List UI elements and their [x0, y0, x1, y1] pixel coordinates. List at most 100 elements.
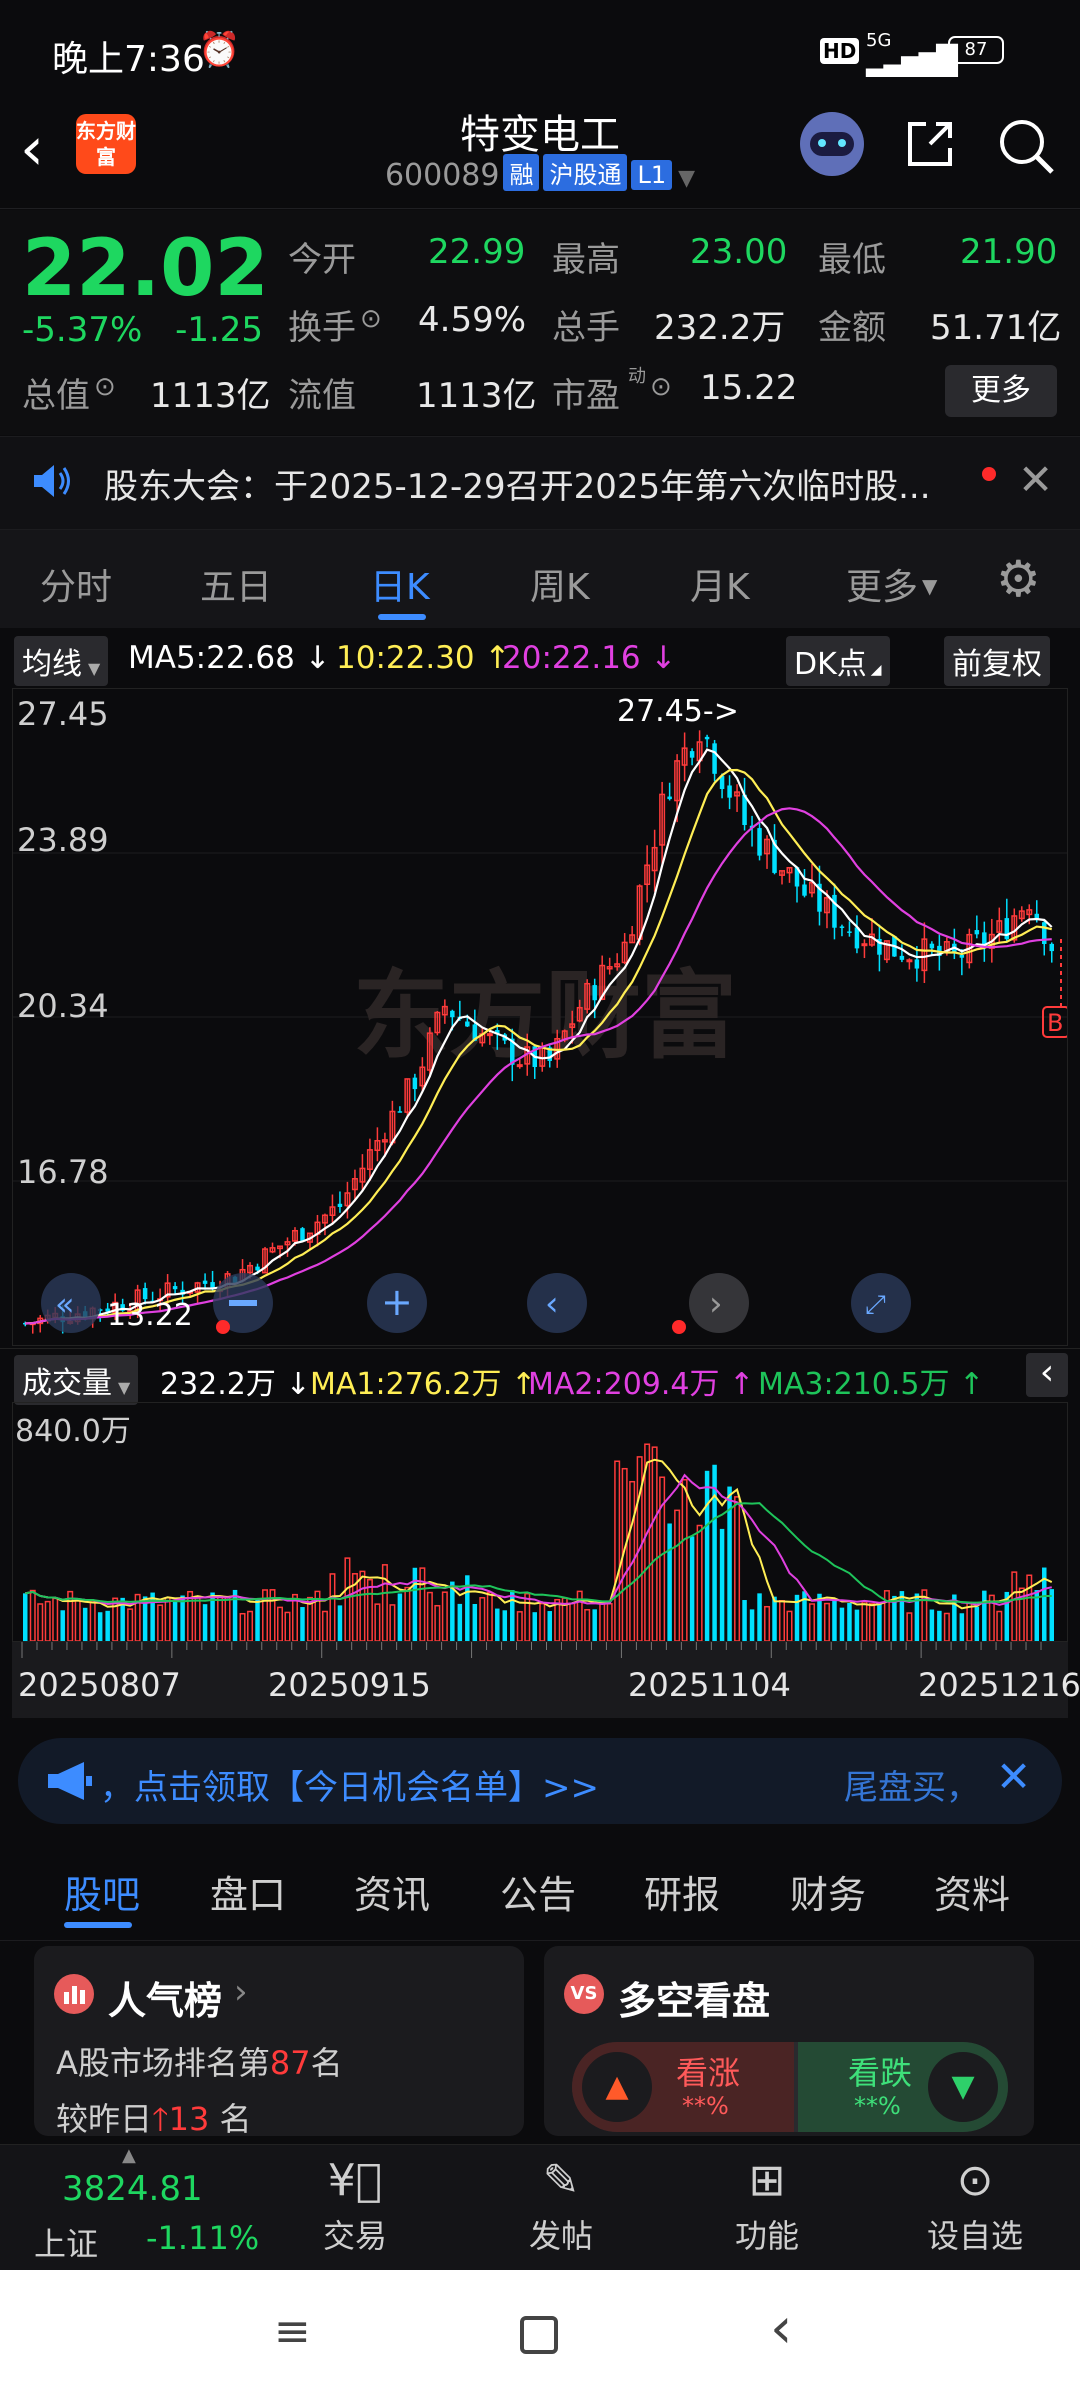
- volume-bar: [539, 1602, 546, 1641]
- volume-bar: [644, 1443, 651, 1641]
- volume-bar: [794, 1594, 800, 1641]
- tag-margin[interactable]: 融: [503, 154, 540, 191]
- volume-bar: [749, 1609, 755, 1641]
- volume-selector[interactable]: 成交量 ▼: [14, 1355, 139, 1405]
- search-icon[interactable]: [994, 114, 1058, 178]
- volume-chart[interactable]: 840.0万: [12, 1402, 1068, 1642]
- tab-forum[interactable]: 股吧: [64, 1873, 141, 1917]
- volume-bar: [314, 1590, 321, 1641]
- tab-intraday[interactable]: 分时: [40, 567, 113, 608]
- tab-profile[interactable]: 资料: [934, 1873, 1011, 1917]
- volume-bar: [651, 1446, 658, 1641]
- volume-bar: [667, 1523, 672, 1641]
- bull-half[interactable]: ▲ 看涨 **%: [572, 2042, 794, 2132]
- tab-weekly-k[interactable]: 周K: [530, 567, 590, 608]
- volume-bar: [366, 1578, 373, 1641]
- ma10-value: 10:22.30 ↑: [336, 640, 510, 676]
- event-dot[interactable]: [216, 1320, 230, 1334]
- info-icon[interactable]: ⊙: [360, 304, 382, 334]
- tab-monthly-k[interactable]: 月K: [690, 567, 750, 608]
- dk-point-button[interactable]: DK点 ◢: [786, 636, 890, 686]
- network-label: 5G: [866, 30, 892, 51]
- zoom-in-icon[interactable]: [367, 1273, 427, 1333]
- fullscreen-icon[interactable]: [851, 1273, 911, 1333]
- grid-icon: ⊞: [748, 2155, 786, 2206]
- bear-half[interactable]: 看跌 **% ▼: [798, 2042, 1008, 2132]
- tab-financials[interactable]: 财务: [790, 1873, 867, 1917]
- tab-research[interactable]: 研报: [644, 1873, 721, 1917]
- info-icon[interactable]: ⊙: [94, 372, 116, 402]
- tab-orderbook[interactable]: 盘口: [210, 1873, 287, 1917]
- scroll-start-icon[interactable]: [41, 1273, 101, 1333]
- back-nav-icon[interactable]: ‹: [770, 2296, 793, 2361]
- ma-selector[interactable]: 均线 ▼: [14, 636, 109, 686]
- more-button[interactable]: 更多: [945, 365, 1057, 417]
- candle-body: [621, 941, 628, 964]
- bull-bear-card[interactable]: VS 多空看盘 ▲ 看涨 **% 看跌 **% ▼: [544, 1946, 1034, 2136]
- candle-body: [659, 793, 666, 846]
- promo-banner[interactable]: ，点击领取【今日机会名单】>> 尾盘买， ✕: [18, 1738, 1062, 1824]
- buy-marker[interactable]: [1042, 1006, 1067, 1038]
- volume-bar: [674, 1509, 681, 1641]
- yen-circle-icon: ¥⃝: [327, 2155, 383, 2206]
- volume-bar: [599, 1600, 606, 1641]
- volume-bar: [29, 1589, 36, 1641]
- post-button[interactable]: ✎ 发帖: [486, 2155, 636, 2257]
- candle-body: [426, 1032, 433, 1071]
- candle-body: [576, 1006, 583, 1022]
- tab-daily-k[interactable]: 日K: [370, 567, 430, 608]
- candle-body: [97, 1309, 103, 1311]
- tab-news[interactable]: 资讯: [354, 1873, 431, 1917]
- scroll-left-icon[interactable]: [527, 1273, 587, 1333]
- kline-chart[interactable]: 东方财富 27.45 23.89 20.34 16.78 27.45-> 13.…: [12, 688, 1068, 1346]
- volume-bar: [97, 1612, 103, 1641]
- kline-svg[interactable]: 东方财富 27.45 23.89 20.34 16.78 27.45-> 13.…: [13, 689, 1067, 1345]
- trade-button[interactable]: ¥⃝ 交易: [280, 2155, 430, 2257]
- add-watchlist-button[interactable]: ⊙ 设自选: [900, 2155, 1050, 2257]
- menu-icon[interactable]: ≡: [274, 2306, 311, 2357]
- collapse-icon[interactable]: ‹: [1026, 1353, 1068, 1397]
- popularity-card[interactable]: 人气榜 › A股市场排名第87名 较昨日🡑13 名: [34, 1946, 524, 2136]
- settings-gear-icon[interactable]: ⚙: [996, 550, 1041, 608]
- dropdown-caret-icon[interactable]: ▼: [678, 166, 696, 191]
- tab-five-day[interactable]: 五日: [200, 567, 273, 608]
- volume-bar: [719, 1528, 725, 1641]
- price-adjust-button[interactable]: 前复权: [944, 636, 1050, 686]
- volume-bar: [44, 1600, 51, 1641]
- home-icon[interactable]: [520, 2316, 558, 2354]
- high-annotation: 27.45->: [617, 694, 739, 729]
- rank-delta-line: 较昨日🡑13 名: [56, 2094, 252, 2136]
- tag-level[interactable]: L1: [631, 160, 673, 190]
- index-value[interactable]: 3824.81: [62, 2169, 203, 2209]
- tag-connect[interactable]: 沪股通: [543, 154, 628, 191]
- back-icon[interactable]: ‹: [20, 114, 44, 184]
- candle-body: [772, 839, 777, 873]
- event-dot[interactable]: [672, 1320, 686, 1334]
- volume-bar: [584, 1609, 591, 1641]
- functions-button[interactable]: ⊞ 功能: [692, 2155, 842, 2257]
- volume-bar: [210, 1592, 215, 1641]
- status-time: 晚上7:36: [52, 39, 205, 80]
- close-icon[interactable]: ✕: [1018, 455, 1054, 504]
- volume-bar: [906, 1612, 913, 1641]
- candle-body: [450, 1010, 455, 1018]
- info-icon[interactable]: ⊙: [650, 372, 672, 402]
- scroll-right-icon[interactable]: [689, 1273, 749, 1333]
- volume-bar: [1034, 1590, 1040, 1641]
- volume-bar: [329, 1573, 336, 1641]
- candle-body: [404, 1078, 411, 1113]
- volume-bar: [614, 1460, 621, 1641]
- close-icon[interactable]: ✕: [996, 1752, 1032, 1801]
- edit-icon: ✎: [542, 2155, 580, 2206]
- notice-bar[interactable]: 股东大会：于2025-12-29召开2025年第六次临时股... ✕: [0, 436, 1080, 530]
- volume-bar: [224, 1595, 231, 1641]
- volume-bar: [914, 1593, 920, 1641]
- minus-icon: [229, 1300, 257, 1306]
- tab-announcements[interactable]: 公告: [500, 1873, 577, 1917]
- volume-bar: [82, 1607, 88, 1641]
- plus-icon: +: [381, 1280, 413, 1324]
- tab-more[interactable]: 更多 ▼: [846, 558, 937, 610]
- assistant-avatar-icon[interactable]: [800, 112, 864, 176]
- share-icon[interactable]: [900, 114, 960, 174]
- ma5-value: MA5:22.68 ↓: [128, 640, 331, 676]
